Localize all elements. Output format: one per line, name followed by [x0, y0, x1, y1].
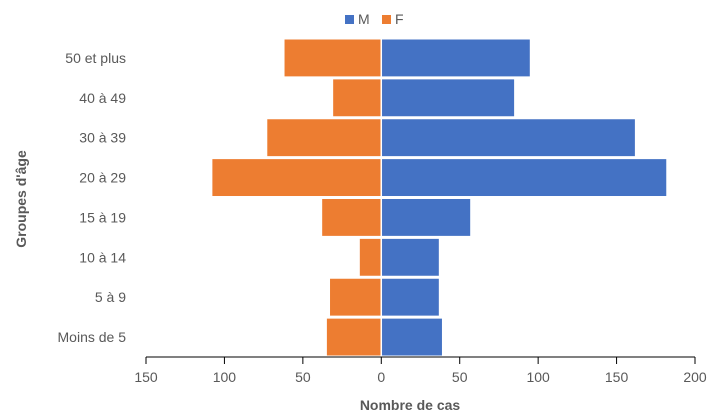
y-category-label: 10 à 14	[79, 249, 126, 265]
x-tick-label: 0	[377, 369, 385, 385]
bar-m-7	[380, 317, 443, 357]
legend-swatch-m	[345, 15, 354, 24]
bar-f-6	[329, 277, 382, 317]
y-category-label: 5 à 9	[95, 289, 126, 305]
x-axis-title: Nombre de cas	[360, 397, 461, 413]
bar-m-1	[380, 78, 516, 118]
x-tick-label: 150	[605, 369, 629, 385]
bar-m-2	[380, 118, 636, 158]
y-axis: 50 et plus 40 à 49 30 à 39 20 à 29 15 à 19 10…	[58, 50, 127, 345]
x-tick-label: 200	[683, 369, 707, 385]
bar-m-5	[380, 237, 440, 277]
x-tick-label: 50	[452, 369, 468, 385]
bar-m-6	[380, 277, 440, 317]
legend-swatch-f	[382, 15, 391, 24]
bar-f-0	[283, 38, 382, 78]
y-category-label: 30 à 39	[79, 130, 126, 146]
y-category-label: Moins de 5	[58, 329, 127, 345]
x-tick-label: 100	[526, 369, 550, 385]
x-tick-label: 100	[213, 369, 237, 385]
bar-f-3	[211, 158, 382, 198]
legend-label-f: F	[395, 11, 404, 27]
legend-label-m: M	[358, 11, 370, 27]
bar-f-7	[325, 317, 382, 357]
bar-m-0	[380, 38, 531, 78]
y-axis-title: Groupes d'âge	[13, 150, 29, 248]
bar-f-1	[332, 78, 382, 118]
x-tick-label: 150	[134, 369, 158, 385]
bar-f-5	[358, 237, 382, 277]
bar-m-3	[380, 158, 668, 198]
bar-f-2	[266, 118, 382, 158]
y-category-label: 40 à 49	[79, 90, 126, 106]
bar-m-4	[380, 197, 472, 237]
bars	[211, 38, 668, 357]
bar-f-4	[321, 197, 382, 237]
y-category-label: 15 à 19	[79, 209, 126, 225]
x-tick-label: 50	[295, 369, 311, 385]
y-category-label: 50 et plus	[65, 50, 126, 66]
x-axis: 150 100 50 0 50 100 150 200	[134, 356, 707, 385]
y-category-label: 20 à 29	[79, 170, 126, 186]
